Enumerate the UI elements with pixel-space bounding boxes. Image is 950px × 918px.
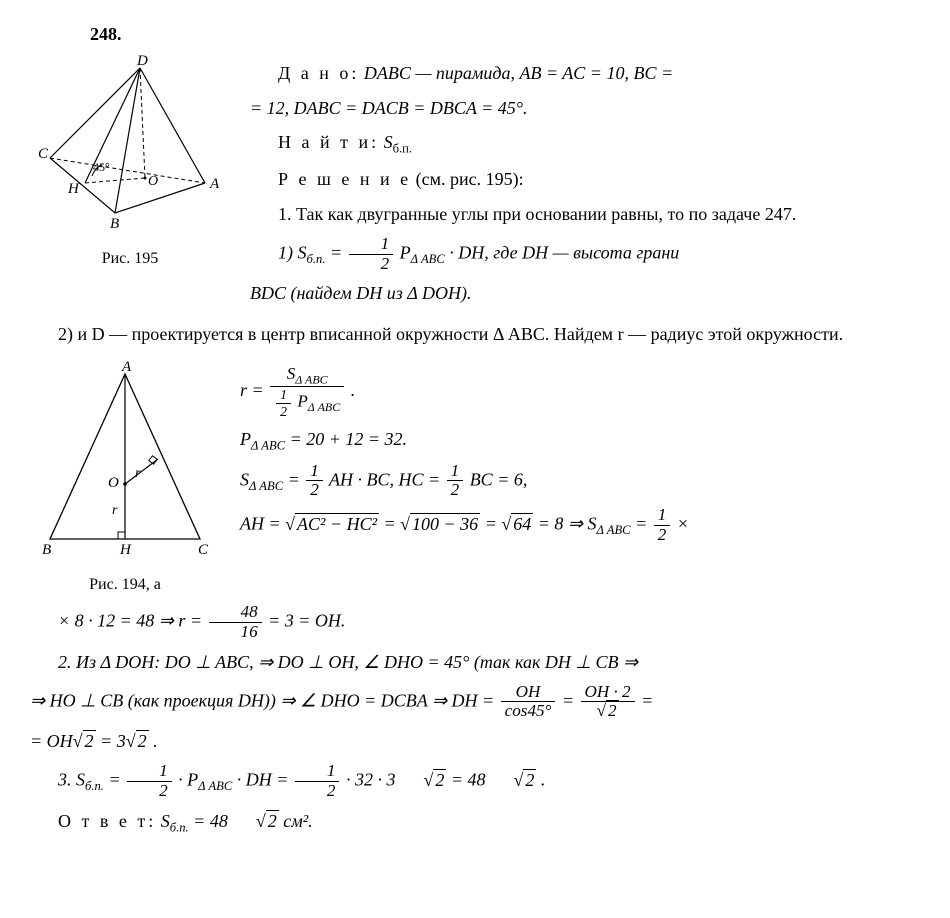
find-line: Н а й т и: Sб.п. [250,128,920,159]
step3-line: 3. Sб.п. = 12 · PΔ ABC · DH = 12 · 32 · … [30,762,920,801]
figure-1-block: D C H O B A 45° Рис. 195 [30,53,230,271]
figure-2-block: A O r r B H C Рис. 194, а [30,359,220,597]
ah-calc-line: AH = AC² − HC² = 100 − 36 = 64 = 8 ⇒ SΔ … [240,506,920,545]
answer-line: О т в е т: Sб.п. = 482 см². [30,807,920,838]
problem-number: 248. [90,20,920,49]
figure-2-caption: Рис. 194, а [30,572,220,598]
svg-text:H: H [67,181,80,197]
step-2-text: 2) и D — проектируется в центр вписанной… [30,320,920,349]
svg-text:O: O [148,174,158,189]
triangle-figure: A O r r B H C [30,359,220,559]
svg-text:r: r [112,503,118,518]
given-line2: = 12, DABC = DACB = DBCA = 45°. [250,94,920,123]
step2-result: = OH2 = 32 . [30,727,920,756]
step2-doh: 2. Из Δ DOH: DO ⊥ ABC, ⇒ DO ⊥ OH, ∠ DHO … [30,648,920,677]
top-section: D C H O B A 45° Рис. 195 Д а н о: DABC —… [30,53,920,314]
svg-text:D: D [136,53,148,69]
step-1c: BDC (найдем DH из Δ DOH). [250,279,920,308]
perimeter-line: PΔ ABC = 20 + 12 = 32. [240,425,920,456]
step-1a: 1. Так как двугранные углы при основании… [250,200,920,229]
step2-proj: ⇒ HO ⊥ CB (как проекция DH)) ⇒ ∠ DHO = D… [30,683,920,722]
svg-text:A: A [121,359,132,375]
r-formula: r = SΔ ABC12 PΔ ABC . [240,365,920,419]
mid-section: A O r r B H C Рис. 194, а r = SΔ ABC12 P… [30,359,920,597]
figure-1-caption: Рис. 195 [30,246,230,272]
svg-text:B: B [42,542,51,558]
pyramid-figure: D C H O B A 45° [30,53,230,233]
given-text-block: Д а н о: DABC — пирамида, AB = AC = 10, … [250,53,920,314]
svg-text:O: O [108,475,119,491]
step-1b: 1) Sб.п. = 12 PΔ ABC · DH, где DH — высо… [250,235,920,274]
given-label: Д а н о: [278,63,359,83]
svg-text:A: A [209,176,220,192]
svg-text:H: H [119,542,132,558]
answer-label: О т в е т: [58,811,156,831]
area-s-line: SΔ ABC = 12 AH · BC, HC = 12 BC = 6, [240,462,920,501]
svg-text:r: r [135,466,141,481]
cont-calc-line: × 8 · 12 = 48 ⇒ r = 4816 = 3 = OH. [30,603,920,642]
given-line1: Д а н о: DABC — пирамида, AB = AC = 10, … [250,59,920,88]
svg-text:B: B [110,216,119,232]
svg-text:C: C [198,542,209,558]
find-label: Н а й т и: [278,132,379,152]
mid-formulas: r = SΔ ABC12 PΔ ABC . PΔ ABC = 20 + 12 =… [240,359,920,597]
svg-text:C: C [38,146,49,162]
solution-line: Р е ш е н и е (см. рис. 195): [250,165,920,194]
solution-label: Р е ш е н и е [278,169,411,189]
given-text1: DABC — пирамида, AB = AC = 10, BC = [359,63,673,83]
svg-text:45°: 45° [93,160,110,174]
